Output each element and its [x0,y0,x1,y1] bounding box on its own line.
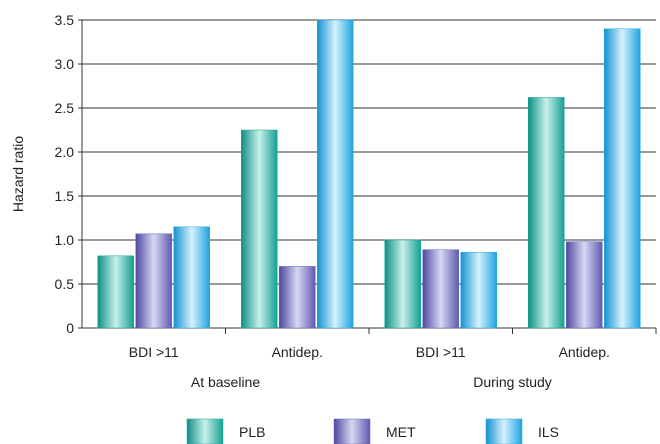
legend-label-ils: ILS [538,424,559,440]
y-tick-label: 0.5 [55,276,75,292]
legend-swatch-plb [186,418,224,444]
y-tick-label: 1.0 [55,232,75,248]
bar-ils-4 [604,28,641,329]
bar-met-1 [135,233,172,329]
x-category-label: BDI >11 [129,344,179,360]
plot-area: 0 0.5 1.0 1.5 2.0 2.5 3.0 3.5 BDI >11 Antidep. BDI… [55,12,657,390]
y-tick-label: 2.0 [55,144,75,160]
y-tick-label: 0 [66,320,74,336]
x-category-label: Antidep. [272,344,323,360]
legend-swatch-met [333,418,371,444]
y-axis-title: Hazard ratio [10,136,26,212]
bar-met-4 [566,241,603,329]
bar-ils-1 [173,226,210,329]
x-category-label: BDI >11 [416,344,466,360]
legend: PLB MET ILS [186,418,559,444]
bar-ils-3 [460,252,497,329]
legend-label-plb: PLB [239,424,265,440]
bar-ils-2 [317,19,354,329]
bar-plb-3 [384,239,421,329]
y-tick-label: 3.5 [55,12,75,28]
bar-plb-4 [528,97,565,329]
legend-label-met: MET [386,424,416,440]
bar-met-2 [279,266,316,329]
y-tick-label: 3.0 [55,56,75,72]
bar-plb-1 [97,255,134,329]
y-tick-label: 1.5 [55,188,75,204]
x-group-label: During study [473,374,552,390]
legend-swatch-ils [485,418,523,444]
x-category-label: Antidep. [559,344,610,360]
bar-met-3 [422,249,459,329]
y-tick-label: 2.5 [55,100,75,116]
bar-plb-2 [241,129,278,329]
x-group-label: At baseline [191,374,260,390]
